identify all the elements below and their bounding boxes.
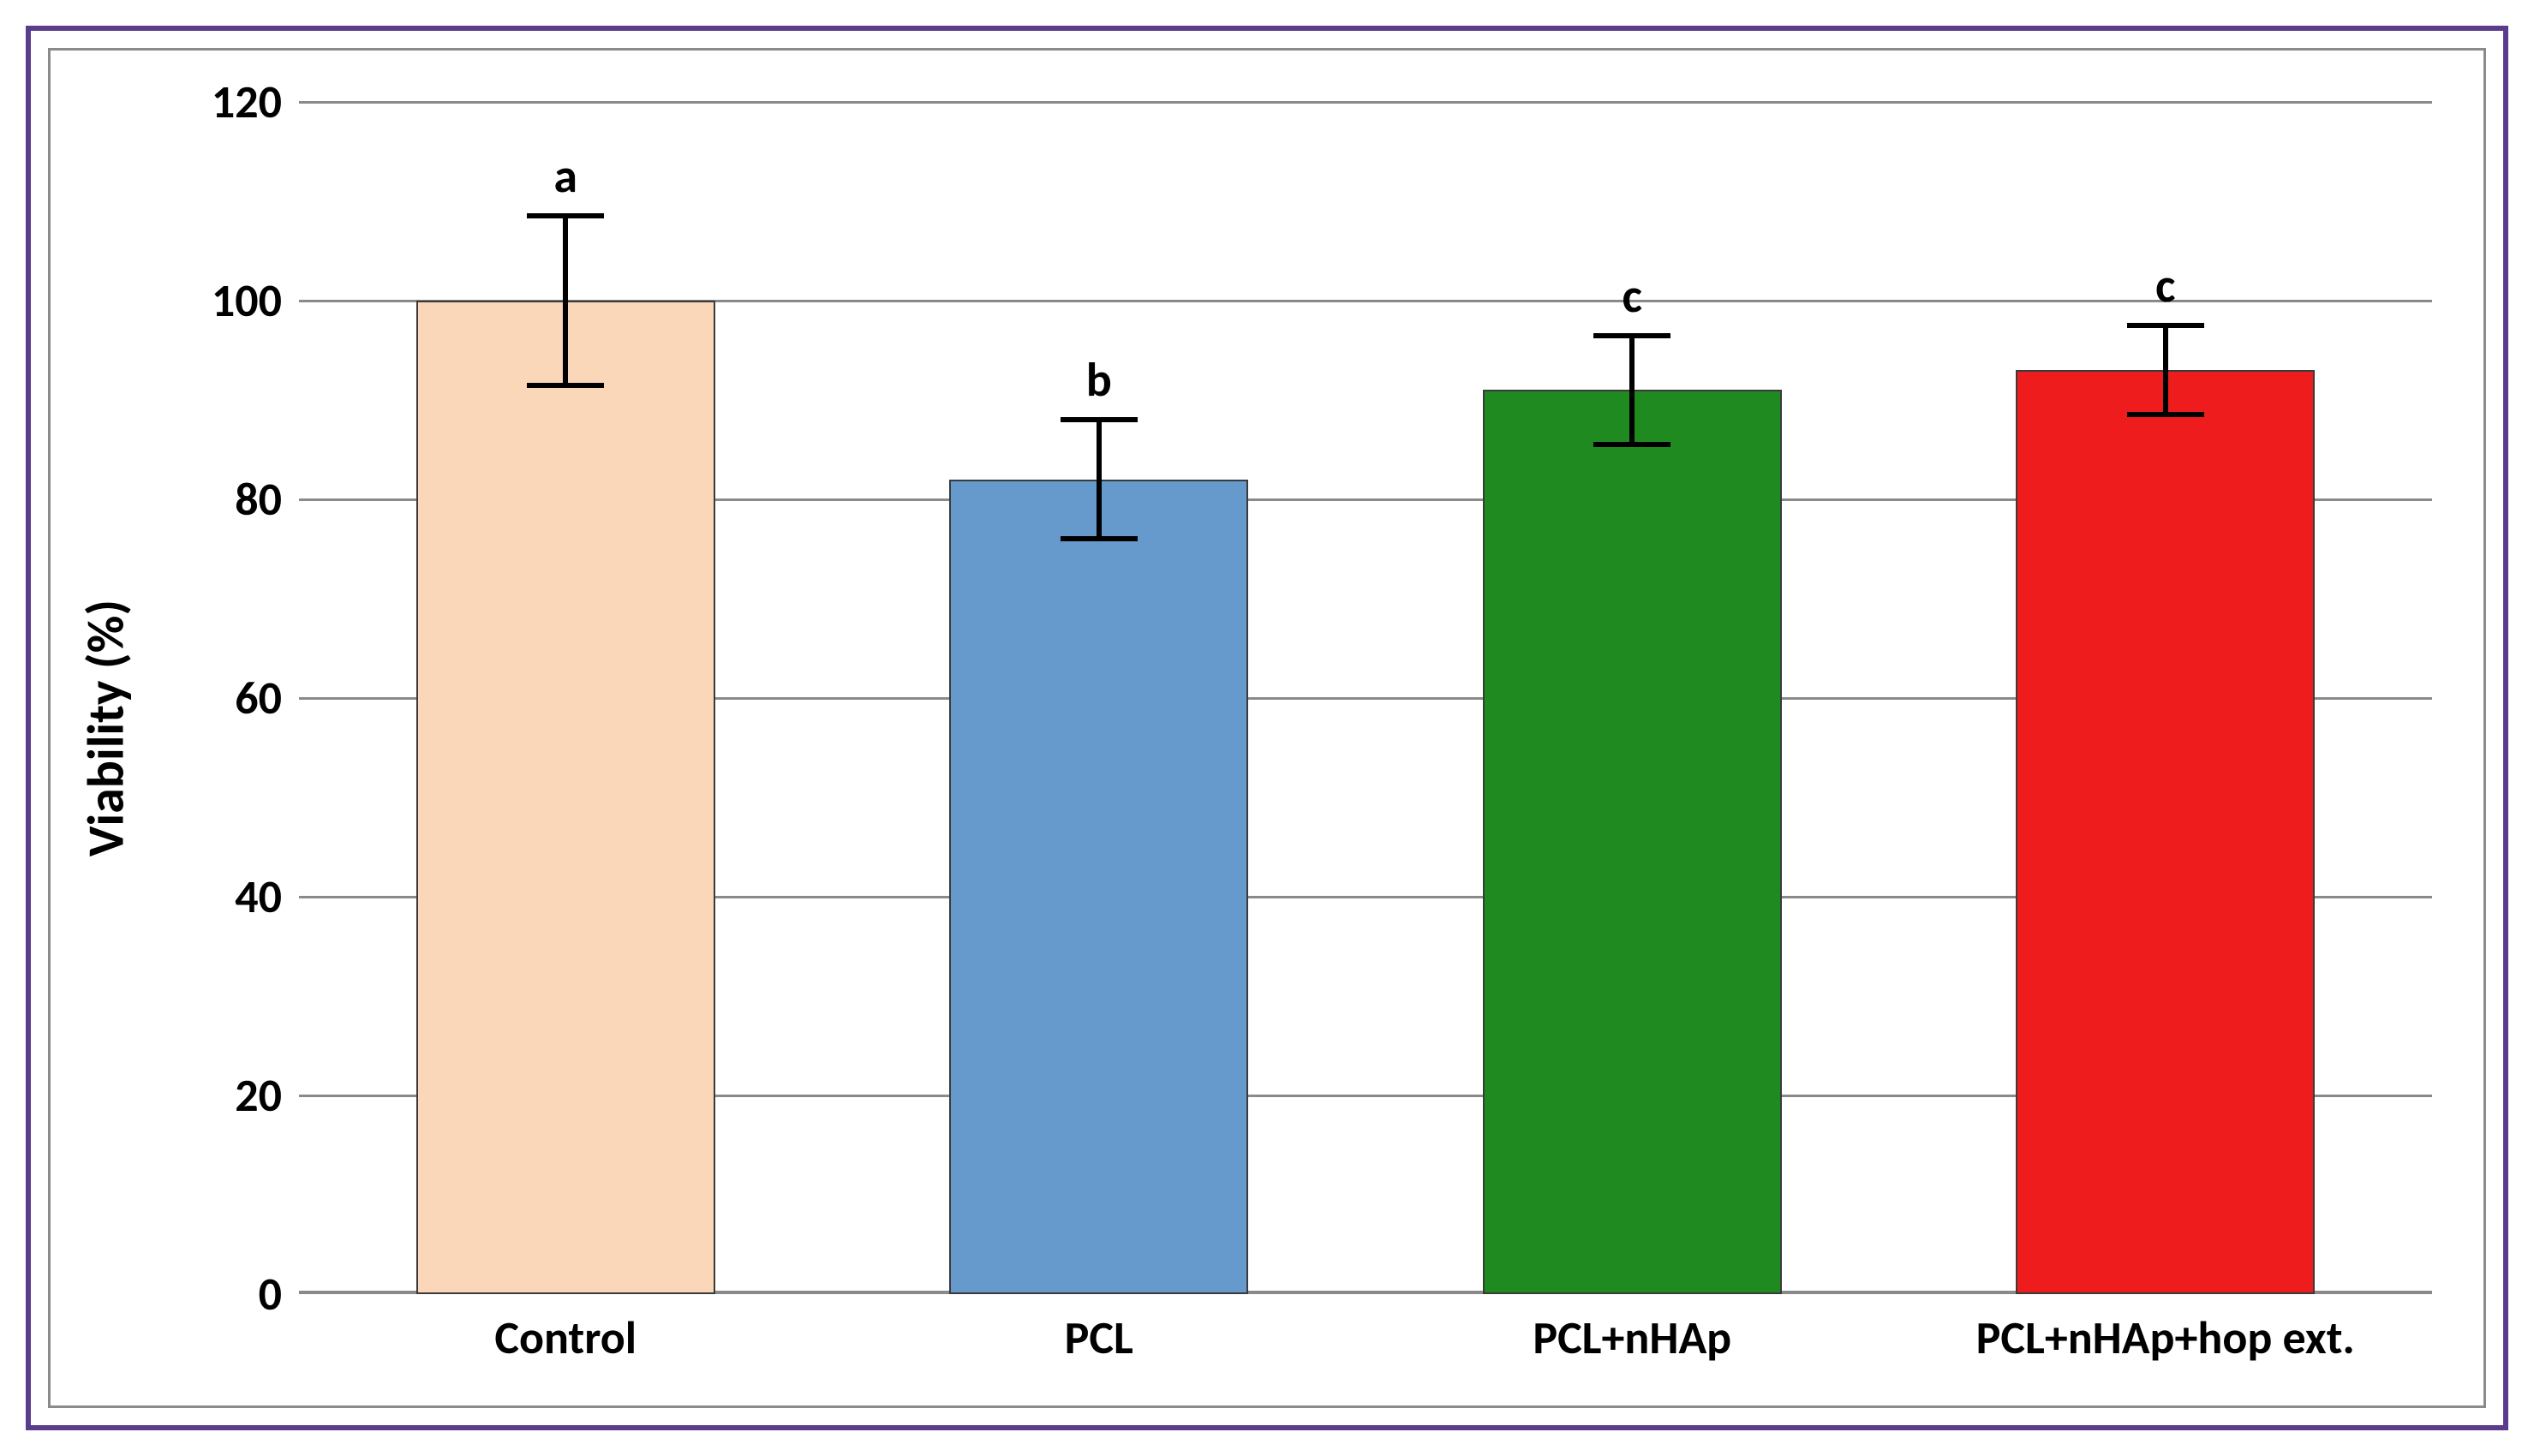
- error-bar-cap-bottom: [1593, 442, 1670, 447]
- chart-frame: Viability (%) 020406080100120ControlaPCL…: [48, 48, 2486, 1408]
- error-bar-cap-top: [1061, 417, 1138, 422]
- error-bar-cap-top: [2127, 323, 2204, 328]
- significance-label: b: [1086, 351, 1112, 409]
- bar: [1483, 390, 1782, 1294]
- ytick-label: 40: [235, 868, 282, 925]
- outer-frame: Viability (%) 020406080100120ControlaPCL…: [26, 26, 2508, 1430]
- significance-label: c: [1623, 267, 1642, 325]
- error-bar-line: [2163, 325, 2168, 415]
- error-bar-line: [563, 216, 568, 385]
- bar: [949, 480, 1248, 1294]
- ytick-label: 0: [259, 1266, 282, 1322]
- x-category-label: PCL+nHAp: [1533, 1310, 1731, 1366]
- bar: [416, 301, 715, 1294]
- significance-label: a: [553, 147, 577, 206]
- error-bar-cap-bottom: [1061, 536, 1138, 541]
- x-category-label: PCL: [1065, 1310, 1133, 1366]
- y-axis-label: Viability (%): [75, 600, 138, 856]
- x-category-label: PCL+nHAp+hop ext.: [1976, 1310, 2355, 1366]
- error-bar-cap-top: [1593, 333, 1670, 338]
- ytick-label: 120: [212, 74, 282, 130]
- ytick-label: 100: [212, 272, 282, 329]
- error-bar-line: [1629, 336, 1635, 445]
- gridline: [299, 101, 2432, 104]
- significance-label: c: [2155, 257, 2175, 315]
- error-bar-cap-bottom: [2127, 412, 2204, 417]
- ytick-label: 80: [235, 471, 282, 528]
- error-bar-cap-bottom: [527, 383, 604, 388]
- ytick-label: 60: [235, 670, 282, 726]
- error-bar-line: [1097, 420, 1102, 539]
- ytick-label: 20: [235, 1067, 282, 1124]
- x-category-label: Control: [494, 1310, 636, 1366]
- plot-area: 020406080100120ControlaPCLbPCL+nHApcPCL+…: [299, 102, 2432, 1294]
- bar: [2016, 370, 2315, 1294]
- error-bar-cap-top: [527, 213, 604, 218]
